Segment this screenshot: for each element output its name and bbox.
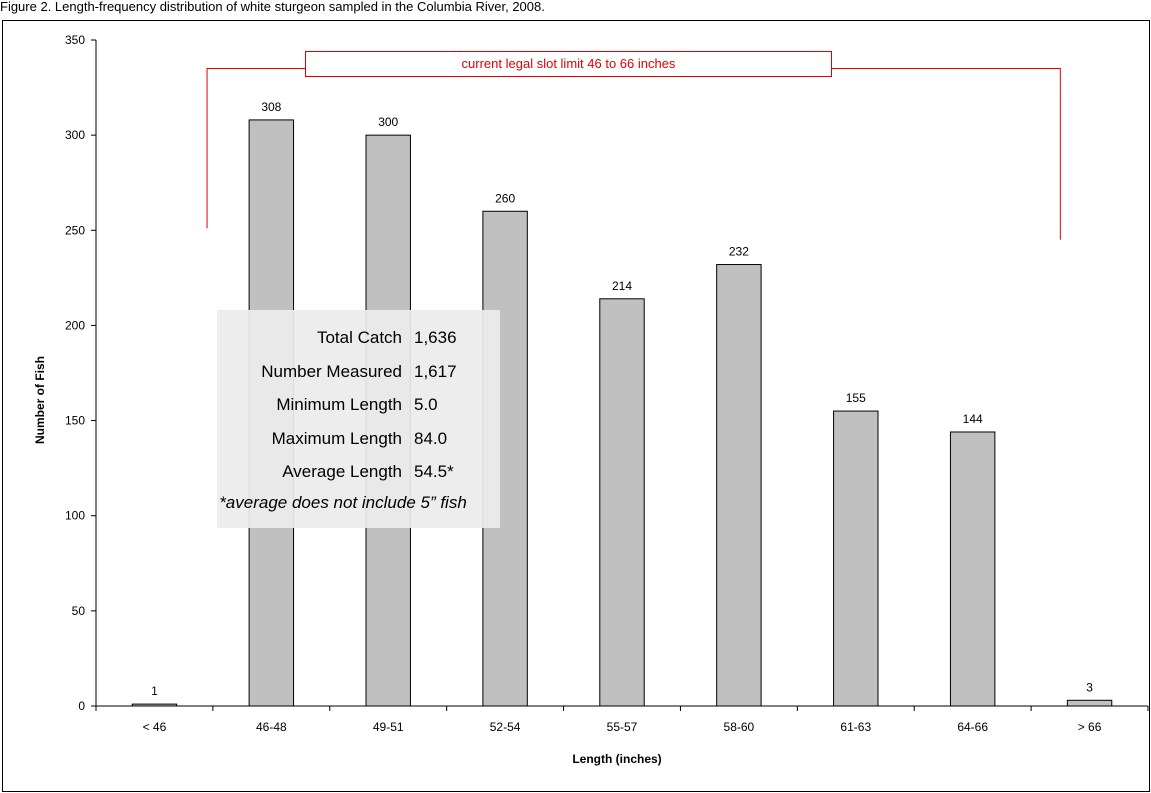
- x-tick-label: 46-48: [256, 720, 287, 734]
- x-axis: < 46 46-48 49-51 52-54 55-57 58-60 61-63 64-66 >…: [95, 705, 1149, 734]
- stat-label: Number Measured: [261, 361, 402, 381]
- stat-row: Maximum Length 84.0: [217, 422, 500, 455]
- stats-footnote: *average does not include 5” fish: [219, 493, 467, 512]
- bar: [1066, 699, 1113, 707]
- stat-row: Average Length 54.5*: [217, 455, 500, 488]
- x-tick-label: 64-66: [957, 720, 988, 734]
- stat-label: Total Catch: [316, 328, 402, 347]
- bar-data-label: 300: [378, 115, 398, 129]
- stat-value: 1,636: [414, 328, 457, 347]
- stat-row: Minimum Length 5.0: [217, 388, 500, 421]
- stat-label: Minimum Length: [276, 395, 402, 414]
- bar-data-label: 260: [495, 191, 515, 205]
- bar-data-label: 214: [612, 279, 632, 293]
- x-tick-label: 52-54: [490, 720, 521, 734]
- y-tick-label: 100: [65, 509, 85, 523]
- bar: [131, 703, 178, 707]
- bar: [716, 264, 762, 707]
- y-axis-title: Number of Fish: [33, 356, 47, 444]
- stat-label: Maximum Length: [271, 428, 402, 448]
- x-tick-label: 58-60: [724, 720, 755, 734]
- y-tick-label: 50: [72, 604, 86, 618]
- stat-value: 54.5*: [414, 462, 454, 481]
- y-tick-label: 300: [65, 128, 85, 142]
- slot-limit-bracket: [206, 68, 1061, 240]
- x-tick-label: 55-57: [607, 720, 638, 734]
- slot-bracket-line: [206, 68, 1061, 240]
- bar-data-label: 3: [1086, 680, 1093, 694]
- catch-statistics-box: Total Catch 1,636 Number Measured 1,617 Mini…: [217, 310, 500, 528]
- bar-data-label: 155: [846, 391, 866, 405]
- x-tick-label: 49-51: [373, 720, 404, 734]
- stat-value: 84.0: [414, 428, 448, 448]
- x-axis-title: Length (inches): [572, 752, 661, 766]
- stat-row: Total Catch 1,636: [217, 321, 500, 354]
- y-tick-label: 350: [65, 33, 85, 47]
- stat-label: Average Length: [282, 462, 402, 481]
- bar-data-label: 308: [261, 100, 281, 114]
- bar-data-labels: 1 308 300 260 214 232 155 144 3: [151, 100, 1093, 698]
- bar: [833, 410, 879, 707]
- bar-data-label: 232: [729, 245, 749, 259]
- chart-frame: [2, 20, 1150, 792]
- stat-value: 5.0: [414, 395, 438, 414]
- x-tick-label: > 66: [1078, 720, 1102, 734]
- bar: [599, 298, 645, 707]
- slot-limit-annotation: current legal slot limit 46 to 66 inches: [305, 51, 832, 77]
- y-tick-label: 0: [78, 699, 85, 713]
- x-tick-label: < 46: [143, 720, 167, 734]
- figure-caption: Figure 2. Length-frequency distribution …: [0, 0, 545, 14]
- bar: [949, 431, 996, 707]
- y-axis: 0 50 100 150 200 250 300 350: [65, 33, 97, 713]
- y-tick-label: 200: [65, 318, 85, 332]
- bar-data-label: 1: [151, 684, 158, 698]
- y-tick-label: 250: [65, 223, 85, 237]
- y-tick-label: 150: [65, 414, 85, 428]
- stat-row: Number Measured 1,617: [217, 355, 500, 388]
- bar-data-label: 144: [963, 412, 983, 426]
- x-tick-label: 61-63: [840, 720, 871, 734]
- stat-value: 1,617: [414, 361, 457, 381]
